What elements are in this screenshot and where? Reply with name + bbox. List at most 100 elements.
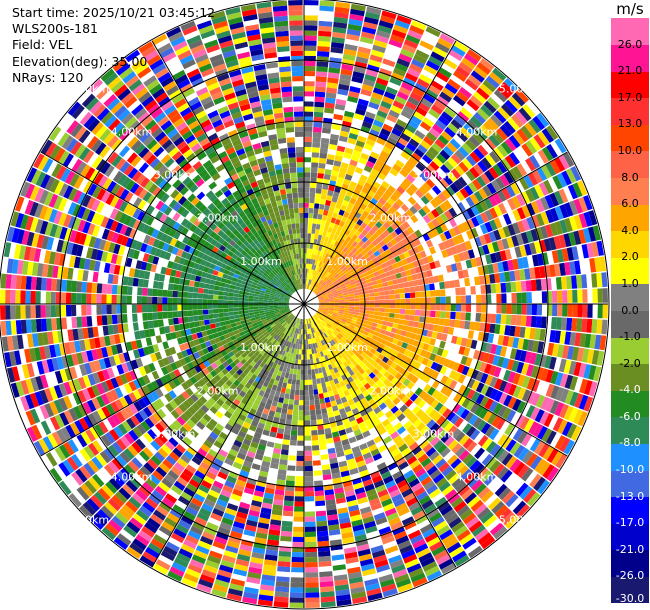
velocity-gate xyxy=(447,272,454,281)
velocity-gate xyxy=(317,46,330,52)
velocity-gate xyxy=(282,439,290,446)
velocity-gate xyxy=(343,312,349,316)
velocity-gate xyxy=(353,292,359,296)
velocity-gate xyxy=(402,229,410,238)
velocity-gate xyxy=(382,213,390,222)
velocity-gate xyxy=(346,285,353,290)
velocity-gate xyxy=(311,228,316,234)
velocity-gate xyxy=(565,168,577,184)
velocity-gate xyxy=(332,271,338,277)
velocity-gate xyxy=(455,304,462,312)
velocity-gate xyxy=(361,120,373,129)
velocity-gate xyxy=(407,67,421,78)
velocity-gate xyxy=(438,356,446,366)
velocity-gate xyxy=(534,241,542,254)
velocity-gate xyxy=(483,100,497,114)
velocity-gate xyxy=(395,141,406,151)
velocity-gate xyxy=(347,164,357,172)
velocity-gate xyxy=(282,510,294,517)
velocity-gate xyxy=(297,430,304,436)
velocity-gate xyxy=(547,342,555,356)
velocity-gate xyxy=(380,128,391,137)
velocity-gate xyxy=(458,86,473,99)
velocity-gate xyxy=(350,227,358,235)
velocity-gate xyxy=(421,241,429,250)
velocity-gate xyxy=(532,340,540,353)
velocity-gate xyxy=(484,170,495,182)
velocity-gate xyxy=(337,88,349,96)
velocity-gate xyxy=(324,264,329,270)
velocity-gate xyxy=(564,217,573,232)
velocity-gate xyxy=(392,323,399,329)
velocity-gate xyxy=(437,192,447,203)
velocity-gate xyxy=(305,582,319,588)
velocity-gate xyxy=(505,439,517,452)
velocity-gate xyxy=(369,348,377,355)
velocity-gate xyxy=(327,311,333,315)
velocity-gate xyxy=(450,288,456,296)
velocity-gate xyxy=(367,342,375,348)
velocity-gate xyxy=(535,279,542,291)
velocity-gate xyxy=(343,222,350,230)
velocity-gate xyxy=(308,223,313,229)
velocity-gate xyxy=(304,111,314,117)
velocity-gate xyxy=(365,256,372,263)
velocity-gate xyxy=(322,257,327,264)
velocity-gate xyxy=(314,233,319,240)
velocity-gate xyxy=(507,336,515,348)
velocity-gate xyxy=(526,391,536,404)
velocity-gate xyxy=(556,249,564,263)
velocity-gate xyxy=(435,71,450,83)
velocity-gate xyxy=(348,293,354,297)
velocity-gate xyxy=(429,127,441,138)
velocity-gate xyxy=(371,267,378,273)
velocity-gate xyxy=(357,46,372,55)
velocity-gate xyxy=(313,238,318,245)
velocity-gate xyxy=(214,317,220,323)
velocity-gate xyxy=(460,408,470,420)
velocity-gate xyxy=(569,216,578,231)
velocity-gate xyxy=(439,33,455,45)
velocity-gate xyxy=(494,251,503,263)
velocity-gate xyxy=(334,273,340,279)
velocity-gate xyxy=(387,154,398,164)
velocity-gate xyxy=(280,454,289,461)
velocity-gate xyxy=(391,72,404,82)
velocity-gate xyxy=(460,242,468,252)
velocity-gate xyxy=(507,371,516,383)
velocity-gate xyxy=(428,55,443,67)
velocity-gate xyxy=(561,345,570,359)
velocity-gate xyxy=(534,458,547,473)
velocity-gate xyxy=(427,386,436,396)
velocity-gate xyxy=(348,327,354,332)
velocity-gate xyxy=(424,336,432,345)
velocity-gate xyxy=(389,294,396,300)
velocity-gate xyxy=(359,214,367,222)
velocity-gate xyxy=(371,334,379,341)
velocity-gate xyxy=(455,262,463,271)
velocity-gate xyxy=(601,319,608,335)
velocity-gate xyxy=(584,333,592,348)
velocity-gate xyxy=(422,117,435,128)
velocity-gate xyxy=(407,29,423,40)
velocity-gate xyxy=(364,275,371,281)
velocity-gate xyxy=(319,305,325,308)
velocity-gate xyxy=(453,372,462,382)
velocity-gate xyxy=(382,95,394,105)
velocity-gate xyxy=(318,306,324,309)
velocity-gate xyxy=(304,233,308,239)
velocity-gate xyxy=(505,282,512,293)
velocity-gate xyxy=(323,298,329,301)
velocity-gate xyxy=(449,319,456,328)
velocity-gate xyxy=(366,282,373,287)
velocity-gate xyxy=(548,415,559,430)
velocity-gate xyxy=(364,300,370,304)
velocity-gate xyxy=(512,398,522,412)
velocity-gate xyxy=(550,141,563,156)
velocity-gate xyxy=(414,266,422,274)
velocity-gate xyxy=(394,293,401,299)
velocity-gate xyxy=(299,385,304,391)
velocity-gate xyxy=(463,250,471,260)
velocity-gate xyxy=(395,159,405,169)
velocity-gate xyxy=(419,310,426,317)
